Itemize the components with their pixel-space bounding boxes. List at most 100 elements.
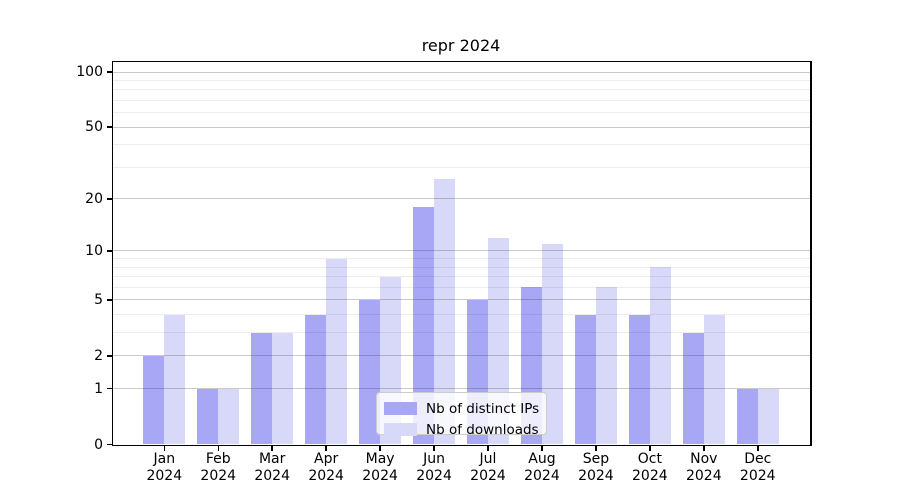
grid-line-major <box>113 388 810 390</box>
x-tick-year: 2024 <box>524 468 560 484</box>
grid-line-minor <box>113 144 810 146</box>
grid-line-major <box>113 299 810 301</box>
y-tick-label: 5 <box>94 291 103 308</box>
bar-distinct-ips <box>574 314 596 445</box>
x-tick-mark <box>433 446 435 451</box>
bar-downloads <box>757 388 779 445</box>
y-tick-mark <box>107 299 112 301</box>
legend-swatch-distinct-ips <box>384 402 417 415</box>
y-tick-mark <box>107 250 112 252</box>
axis-spine-left <box>111 60 113 446</box>
bar-downloads <box>164 314 186 445</box>
legend-label-downloads: Nb of downloads <box>426 421 539 438</box>
legend: Nb of distinct IPs Nb of downloads <box>376 392 547 438</box>
bar-distinct-ips <box>736 388 758 445</box>
bar-distinct-ips <box>682 332 704 445</box>
grid-line-major <box>113 355 810 357</box>
bar-downloads <box>595 287 617 445</box>
bar-distinct-ips <box>197 388 219 445</box>
grid-line-minor <box>113 166 810 168</box>
y-tick-mark <box>107 355 112 357</box>
axis-spine-bottom <box>111 444 812 446</box>
x-tick-year: 2024 <box>146 468 183 484</box>
x-tick-year: 2024 <box>578 468 614 484</box>
bar-distinct-ips <box>359 299 381 445</box>
legend-entry-distinct-ips: Nb of distinct IPs <box>384 398 540 419</box>
y-tick-mark <box>107 126 112 128</box>
x-tick-mark <box>487 446 489 451</box>
x-tick-year: 2024 <box>362 468 398 484</box>
y-tick-label: 10 <box>85 242 103 259</box>
y-tick-mark <box>107 443 112 446</box>
x-tick-label: May 2024 <box>350 451 410 485</box>
bar-downloads <box>326 258 348 445</box>
x-tick-label: Sep 2024 <box>566 451 626 485</box>
y-tick-label: 50 <box>85 119 103 136</box>
grid-line-minor <box>113 314 810 316</box>
grid-line-minor <box>113 332 810 334</box>
y-tick-mark <box>107 387 112 390</box>
y-tick-label: 1 <box>94 380 103 397</box>
grid-line-major <box>113 250 810 252</box>
x-tick-mark <box>595 446 597 451</box>
x-tick-label: Oct 2024 <box>620 451 680 485</box>
axis-spine-top <box>111 60 812 62</box>
y-tick-label: 0 <box>94 436 103 453</box>
bar-downloads <box>703 314 725 445</box>
y-tick-label: 20 <box>85 190 103 207</box>
grid-line-major <box>113 198 810 200</box>
x-tick-label: Nov 2024 <box>674 451 734 485</box>
x-tick-label: Feb 2024 <box>188 451 248 485</box>
grid-line-minor <box>113 89 810 91</box>
x-tick-mark <box>379 446 381 451</box>
x-tick-mark <box>163 446 166 451</box>
bar-downloads <box>649 267 671 445</box>
x-tick-year: 2024 <box>200 468 237 484</box>
x-tick-label: Apr 2024 <box>296 451 356 485</box>
grid-line-minor <box>113 286 810 288</box>
y-tick-mark <box>107 71 112 73</box>
axis-spine-right <box>810 60 812 446</box>
y-tick-mark <box>107 198 112 200</box>
x-tick-mark <box>703 446 705 451</box>
y-tick-label: 2 <box>94 347 103 364</box>
x-tick-year: 2024 <box>739 468 776 484</box>
bar-distinct-ips <box>305 314 327 445</box>
x-tick-mark <box>757 446 759 451</box>
x-tick-mark <box>541 446 543 451</box>
bar-distinct-ips <box>143 355 165 445</box>
grid-line-minor <box>113 276 810 278</box>
x-tick-year: 2024 <box>254 468 290 484</box>
grid-line-major <box>113 71 810 73</box>
x-tick-label: Jun 2024 <box>404 451 464 485</box>
grid-line-minor <box>113 112 810 114</box>
x-tick-label: Jul 2024 <box>458 451 518 485</box>
chart-title: repr 2024 <box>421 36 501 55</box>
bar-downloads <box>541 243 563 445</box>
bar-distinct-ips <box>628 314 650 445</box>
x-tick-mark <box>271 446 273 451</box>
legend-label-distinct-ips: Nb of distinct IPs <box>426 400 540 417</box>
grid-line-minor <box>113 79 810 81</box>
legend-entry-downloads: Nb of downloads <box>384 419 539 440</box>
bar-distinct-ips <box>413 206 435 445</box>
grid-line-minor <box>113 100 810 101</box>
grid-line-minor <box>113 266 810 268</box>
x-tick-mark <box>217 446 219 451</box>
bar-downloads <box>272 332 294 445</box>
x-tick-year: 2024 <box>308 468 344 484</box>
bar-downloads <box>218 388 240 445</box>
grid-line-major <box>113 126 810 128</box>
y-tick-label: 100 <box>76 64 103 81</box>
x-tick-mark <box>649 446 651 451</box>
x-tick-year: 2024 <box>632 468 668 484</box>
x-tick-label: Mar 2024 <box>242 451 302 485</box>
x-tick-year: 2024 <box>685 468 722 484</box>
x-tick-year: 2024 <box>416 468 452 484</box>
bar-downloads <box>434 178 456 445</box>
x-tick-label: Aug 2024 <box>512 451 572 485</box>
x-tick-mark <box>325 446 327 451</box>
legend-swatch-downloads <box>384 423 417 436</box>
x-tick-label: Jan 2024 <box>134 451 194 485</box>
